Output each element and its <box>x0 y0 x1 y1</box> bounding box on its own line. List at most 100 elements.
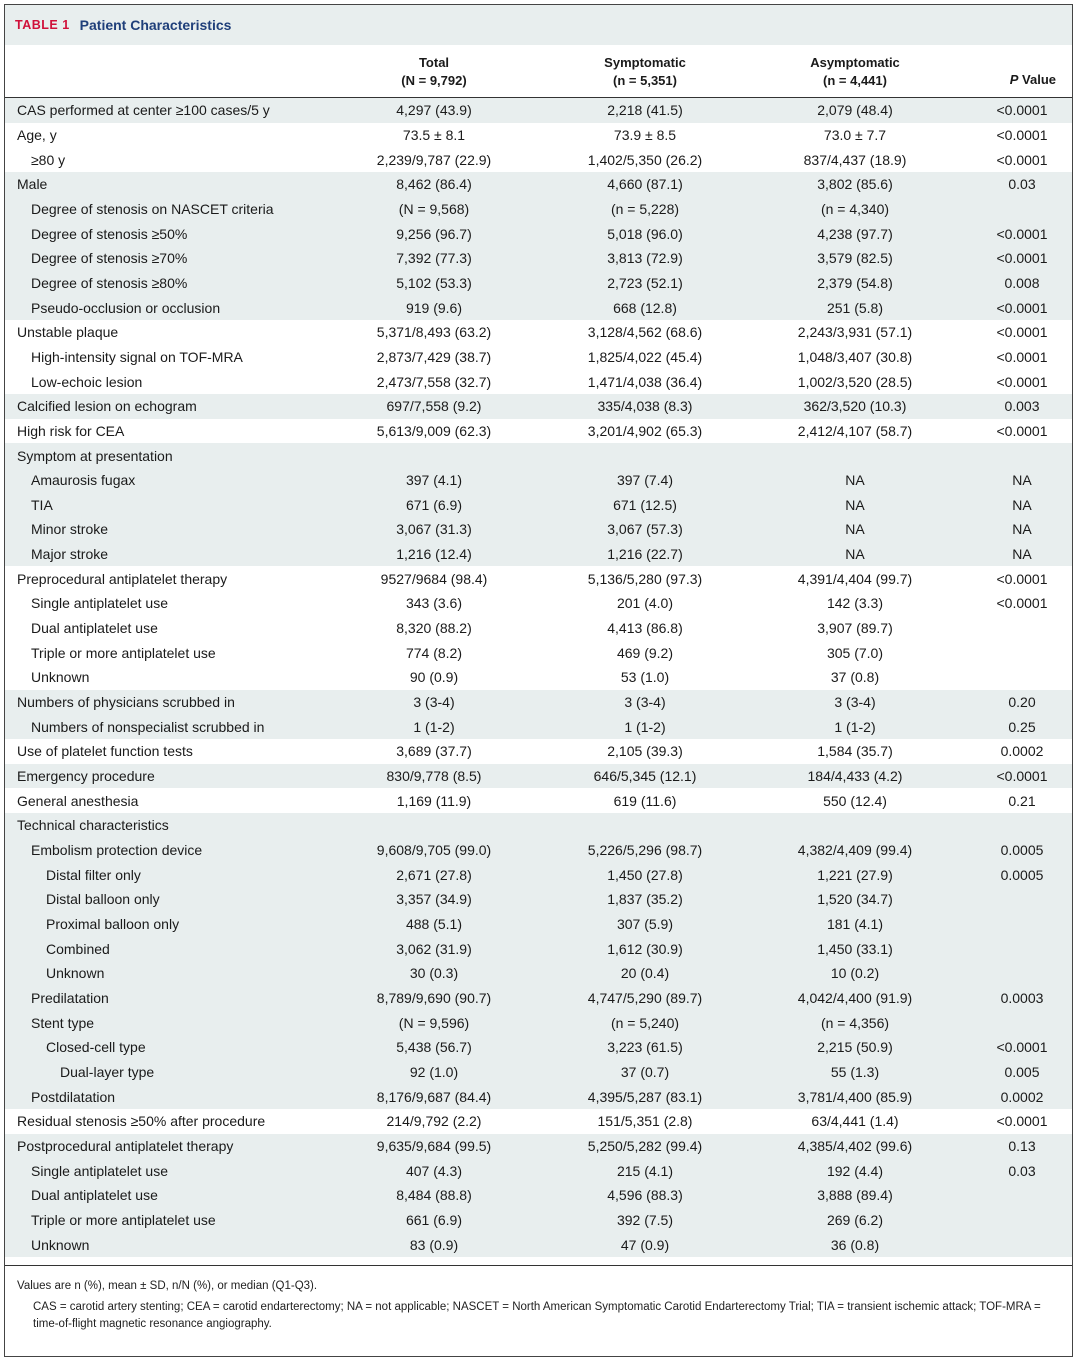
cell-total: 397 (4.1) <box>405 472 463 489</box>
cell-total: 214/9,792 (2.2) <box>386 1113 482 1130</box>
cell-symptomatic: 3,223 (61.5) <box>607 1039 683 1056</box>
table-row: Dual antiplatelet use 8,484 (88.8) 4,596 (… <box>5 1182 1072 1208</box>
cell-symptomatic: 4,413 (86.8) <box>607 620 683 637</box>
cell-total: 5,613/9,009 (62.3) <box>376 422 492 439</box>
cell-asymptomatic: 3,579 (82.5) <box>817 250 893 267</box>
table-row: Degree of stenosis ≥50% 9,256 (96.7) 5,018… <box>5 221 1072 246</box>
cell-symptomatic: 47 (0.9) <box>620 1236 670 1253</box>
table-title-bar: TABLE 1 Patient Characteristics <box>5 5 1072 45</box>
cell-symptomatic: 671 (12.5) <box>613 496 677 513</box>
cell-asymptomatic: 4,382/4,409 (99.4) <box>797 842 913 859</box>
row-label: Degree of stenosis ≥80% <box>31 274 188 291</box>
table-row: Low-echoic lesion 2,473/7,558 (32.7) 1,471… <box>5 369 1072 394</box>
cell-symptomatic: 5,018 (96.0) <box>607 225 683 242</box>
cell-total: 9,635/9,684 (99.5) <box>376 1137 492 1154</box>
cell-p-value: 0.003 <box>1004 398 1040 415</box>
row-label: Calcified lesion on echogram <box>17 398 197 415</box>
cell-symptomatic: 2,105 (39.3) <box>607 743 683 760</box>
table-row: TIA 671 (6.9) 671 (12.5) NA NA <box>5 492 1072 518</box>
cell-total: 8,320 (88.2) <box>396 620 472 637</box>
cell-asymptomatic: 192 (4.4) <box>826 1162 884 1179</box>
cell-symptomatic: 73.9 ± 8.5 <box>613 126 677 143</box>
cell-symptomatic: 1,837 (35.2) <box>607 891 683 908</box>
cell-p-value: <0.0001 <box>996 1039 1048 1056</box>
cell-total: 9,256 (96.7) <box>396 225 472 242</box>
row-label: Male <box>17 176 48 193</box>
cell-symptomatic: 1,402/5,350 (26.2) <box>587 151 703 168</box>
table-body: CAS performed at center ≥100 cases/5 y 4,… <box>5 98 1072 1257</box>
row-label: Single antiplatelet use <box>31 1162 168 1179</box>
cell-asymptomatic: 305 (7.0) <box>826 644 884 661</box>
row-label: Triple or more antiplatelet use <box>31 1211 216 1228</box>
cell-p-value: 0.20 <box>1008 694 1036 711</box>
cell-p-value: 0.005 <box>1004 1063 1040 1080</box>
cell-asymptomatic: 37 (0.8) <box>830 669 880 686</box>
cell-total: 90 (0.9) <box>409 669 459 686</box>
row-label: High risk for CEA <box>17 422 125 439</box>
cell-asymptomatic: 2,215 (50.9) <box>817 1039 893 1056</box>
cell-symptomatic: 5,136/5,280 (97.3) <box>587 570 703 587</box>
table-row: ≥80 y 2,239/9,787 (22.9) 1,402/5,350 (26.2… <box>5 147 1072 172</box>
row-label: Emergency procedure <box>17 768 155 785</box>
cell-symptomatic: 5,250/5,282 (99.4) <box>587 1137 703 1154</box>
row-label: Single antiplatelet use <box>31 595 168 612</box>
cell-symptomatic: 646/5,345 (12.1) <box>593 768 697 785</box>
row-label: Unknown <box>46 965 105 982</box>
cell-p-value: <0.0001 <box>996 126 1048 143</box>
cell-total: 2,671 (27.8) <box>396 866 472 883</box>
header-asymptomatic-name: Asymptomatic <box>810 55 900 70</box>
cell-asymptomatic: NA <box>845 472 865 489</box>
cell-p-value: <0.0001 <box>996 422 1048 439</box>
cell-asymptomatic: (n = 4,356) <box>820 1014 890 1031</box>
row-label: Degree of stenosis ≥50% <box>31 225 188 242</box>
row-label: Unknown <box>31 1236 90 1253</box>
row-label: Predilatation <box>31 989 109 1006</box>
table-row: Closed-cell type 5,438 (56.7) 3,223 (61.5)… <box>5 1034 1072 1060</box>
table-footnotes: Values are n (%), mean ± SD, n/N (%), or… <box>5 1264 1072 1333</box>
table-row: Unstable plaque 5,371/8,493 (63.2) 3,128/4… <box>5 320 1072 345</box>
cell-p-value: NA <box>1012 546 1032 563</box>
cell-p-value: <0.0001 <box>996 225 1048 242</box>
cell-asymptomatic: 1,002/3,520 (28.5) <box>797 373 913 390</box>
row-label: Major stroke <box>31 546 109 563</box>
header-total-n: (N = 9,792) <box>401 73 467 88</box>
cell-symptomatic: 469 (9.2) <box>616 644 674 661</box>
cell-asymptomatic: 3,888 (89.4) <box>817 1187 893 1204</box>
cell-asymptomatic: NA <box>845 496 865 513</box>
cell-symptomatic: 1,216 (22.7) <box>607 546 683 563</box>
cell-asymptomatic: NA <box>845 521 865 538</box>
footnote-values: Values are n (%), mean ± SD, n/N (%), or… <box>17 1279 318 1292</box>
cell-total: (N = 9,596) <box>398 1014 470 1031</box>
cell-asymptomatic: 2,243/3,931 (57.1) <box>797 324 913 341</box>
cell-symptomatic: 3,067 (57.3) <box>607 521 683 538</box>
cell-symptomatic: 37 (0.7) <box>620 1063 670 1080</box>
cell-total: 2,473/7,558 (32.7) <box>376 373 492 390</box>
cell-p-value: 0.0003 <box>1000 989 1044 1006</box>
header-total: Total (N = 9,792) <box>344 54 524 90</box>
cell-asymptomatic: 362/3,520 (10.3) <box>803 398 907 415</box>
row-label: Dual antiplatelet use <box>31 620 158 637</box>
cell-symptomatic: 3,813 (72.9) <box>607 250 683 267</box>
table-row: Unknown 83 (0.9) 47 (0.9) 36 (0.8) <box>5 1232 1072 1257</box>
cell-symptomatic: 2,723 (52.1) <box>607 274 683 291</box>
row-label: Dual-layer type <box>60 1063 155 1080</box>
cell-asymptomatic: (n = 4,340) <box>820 200 890 217</box>
cell-asymptomatic: 73.0 ± 7.7 <box>823 126 887 143</box>
row-label: Combined <box>46 940 110 957</box>
table-row: Residual stenosis ≥50% after procedure 21… <box>5 1109 1072 1134</box>
cell-p-value: 0.008 <box>1004 274 1040 291</box>
cell-p-value: NA <box>1012 496 1032 513</box>
row-label: Distal balloon only <box>46 891 160 908</box>
header-symptomatic-n: (n = 5,351) <box>613 73 677 88</box>
row-label: Postprocedural antiplatelet therapy <box>17 1137 234 1154</box>
cell-asymptomatic: 550 (12.4) <box>823 792 887 809</box>
row-label: TIA <box>31 496 53 513</box>
table-row: Emergency procedure 830/9,778 (8.5) 646/5,… <box>5 763 1072 789</box>
table-row: General anesthesia 1,169 (11.9) 619 (11.6)… <box>5 788 1072 813</box>
table-label: TABLE 1 <box>15 18 70 32</box>
table-row: High risk for CEA 5,613/9,009 (62.3) 3,201… <box>5 419 1072 444</box>
cell-p-value: 0.25 <box>1008 718 1036 735</box>
row-label: Stent type <box>31 1014 95 1031</box>
row-label: Pseudo-occlusion or occlusion <box>31 299 221 316</box>
cell-asymptomatic: 3,781/4,400 (85.9) <box>797 1088 913 1105</box>
